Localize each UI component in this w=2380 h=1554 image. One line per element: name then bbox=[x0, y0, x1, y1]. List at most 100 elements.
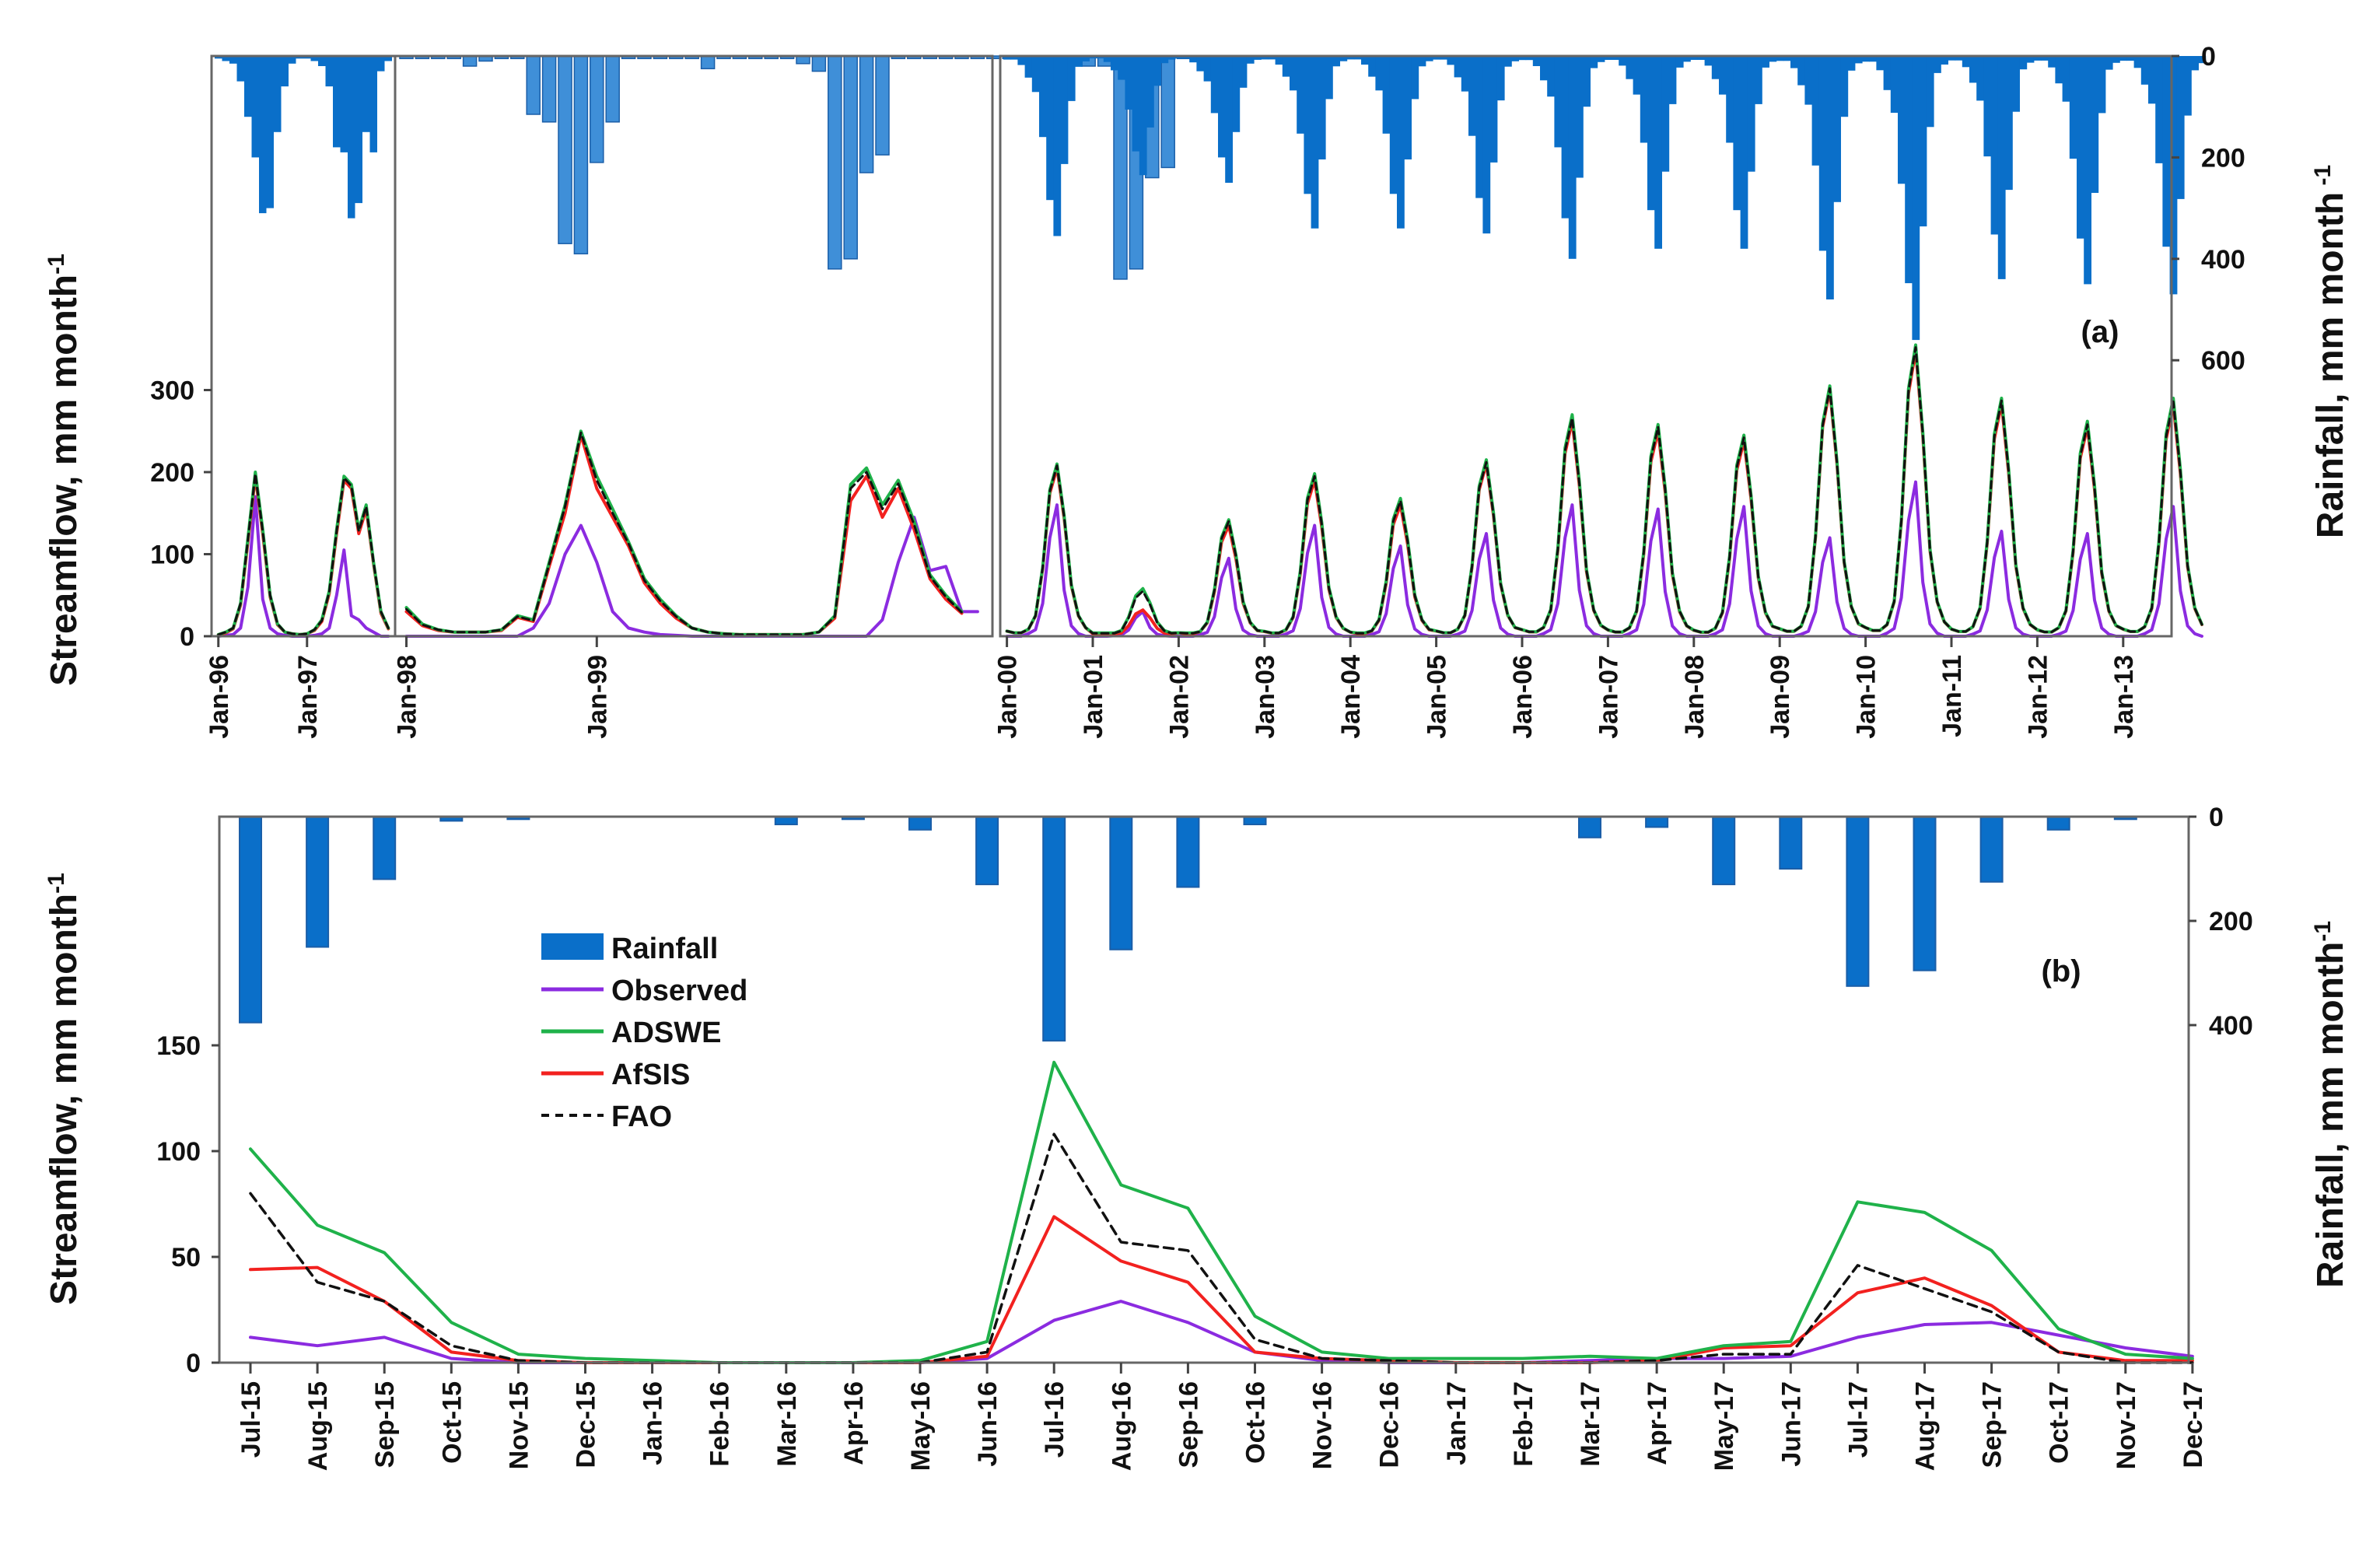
rainfall-bar bbox=[1031, 56, 1040, 93]
rainfall-bar bbox=[1060, 56, 1069, 164]
rainfall-bar bbox=[1096, 56, 1104, 59]
panel-a-frame-segment-3 bbox=[999, 54, 2173, 638]
rainfall-bar bbox=[700, 55, 716, 70]
rainfall-bar bbox=[2033, 56, 2042, 61]
rainfall-bar bbox=[1633, 56, 1641, 95]
adswe-line bbox=[249, 1060, 2194, 1364]
x-tick-label: Jul-17 bbox=[1843, 1381, 1873, 1458]
rainfall-bar bbox=[1046, 56, 1054, 201]
rainfall-bar bbox=[1304, 56, 1312, 194]
x-tick-label: Jan-99 bbox=[583, 655, 612, 739]
x-tick-label: Jan-16 bbox=[639, 1381, 668, 1465]
x-tick-label: Sep-16 bbox=[1174, 1381, 1203, 1468]
x-tick-label: Jan-06 bbox=[1508, 655, 1538, 739]
x-tick-label: Jul-16 bbox=[1040, 1381, 1069, 1458]
rainfall-bar bbox=[1554, 56, 1563, 148]
rainfall-bar bbox=[2140, 56, 2149, 85]
rainfall-bar bbox=[1619, 56, 1626, 66]
rainfall-bar bbox=[1496, 56, 1505, 101]
rainfall-bar bbox=[1876, 56, 1885, 71]
rainfall-bar bbox=[1847, 56, 1856, 71]
y2-tick-label: 400 bbox=[2209, 1011, 2253, 1041]
x-tick-label: Sep-15 bbox=[370, 1381, 400, 1468]
rainfall-bar bbox=[1654, 56, 1662, 249]
x-tick-label: Jan-07 bbox=[1594, 655, 1623, 739]
rainfall-bar bbox=[462, 55, 478, 67]
x-tick-label: Jan-03 bbox=[1251, 655, 1280, 739]
rainfall-bar bbox=[2077, 56, 2084, 239]
rainfall-bar bbox=[1797, 56, 1805, 86]
rainfall-bar bbox=[1189, 56, 1197, 63]
rainfall-bar bbox=[373, 816, 397, 880]
rainfall-bar bbox=[1919, 56, 1927, 227]
rainfall-bar bbox=[1612, 56, 1619, 60]
legend-rainfall-swatch bbox=[541, 933, 604, 960]
rainfall-bar bbox=[1089, 56, 1097, 59]
x-tick-label: Dec-16 bbox=[1375, 1381, 1405, 1468]
adswe-line-segment-3 bbox=[1005, 343, 2203, 635]
rainfall-bar bbox=[975, 816, 999, 886]
rainfall-bar bbox=[325, 56, 333, 87]
rainfall-bar bbox=[362, 56, 370, 132]
rainfall-bar bbox=[2055, 56, 2063, 84]
x-tick-label: Jan-13 bbox=[2109, 655, 2139, 739]
rainfall-bar bbox=[1645, 816, 1669, 828]
rainfall-bar bbox=[1690, 56, 1698, 60]
x-tick-label: Mar-16 bbox=[772, 1381, 802, 1467]
rainfall-bar bbox=[1082, 56, 1090, 61]
rainfall-bar bbox=[1361, 56, 1369, 65]
x-tick-label: Mar-17 bbox=[1576, 1381, 1605, 1467]
rainfall-bar bbox=[541, 55, 557, 123]
rainfall-bar bbox=[908, 816, 932, 831]
rainfall-bar bbox=[1525, 56, 1534, 61]
x-tick-label: Jun-17 bbox=[1776, 1381, 1806, 1467]
rainfall-bar bbox=[2091, 56, 2099, 193]
rainfall-bar bbox=[1153, 56, 1161, 86]
rainfall-bar bbox=[2069, 56, 2077, 159]
panel-b-y2-axis-title: Rainfall, mm month-1 bbox=[2310, 921, 2352, 1288]
rainfall-bar bbox=[1661, 56, 1670, 172]
panel-a-ticks: Jan-96 Jan-97 Jan-98 Jan-99 Jan-00 Jan-01 Jan-… bbox=[150, 42, 2245, 739]
observed-line-segment-3 bbox=[1005, 480, 2203, 638]
rainfall-bar bbox=[2148, 56, 2156, 104]
panel-b: Jul-15 Aug-15 Sep-15 Oct-15 Nov-15 Dec-15 Jan-… bbox=[44, 803, 2352, 1471]
rainfall-bar bbox=[340, 56, 348, 152]
panel-b-ticks: Jul-15 Aug-15 Sep-15 Oct-15 Nov-15 Dec-15 Jan-… bbox=[156, 803, 2252, 1471]
rainfall-bar bbox=[1017, 56, 1026, 65]
rainfall-bar bbox=[1318, 56, 1326, 159]
x-tick-label: Aug-15 bbox=[303, 1381, 333, 1471]
rainfall-bar bbox=[1290, 56, 1297, 91]
rainfall-bar bbox=[1955, 56, 1963, 61]
rainfall-bar bbox=[1218, 56, 1226, 158]
rainfall-bar bbox=[1261, 56, 1269, 60]
y2-tick-label: 0 bbox=[2201, 42, 2216, 72]
rainfall-bar bbox=[1762, 56, 1769, 68]
rainfall-bar bbox=[1111, 56, 1118, 71]
rainfall-bar bbox=[1174, 56, 1183, 59]
rainfall-bar bbox=[244, 56, 252, 117]
rainfall-bar bbox=[1196, 56, 1205, 72]
rainfall-bar bbox=[1934, 56, 1941, 73]
rainfall-bar bbox=[222, 56, 229, 61]
rainfall-bar bbox=[1518, 56, 1527, 61]
rainfall-bar bbox=[1790, 56, 1798, 68]
rainfall-bar bbox=[1578, 816, 1601, 838]
rainfall-bar bbox=[259, 56, 267, 214]
rainfall-bar bbox=[2026, 56, 2035, 63]
rainfall-bar bbox=[2133, 56, 2142, 68]
rainfall-bar bbox=[1425, 56, 1433, 61]
rainfall-bar bbox=[306, 816, 330, 948]
rainfall-bar bbox=[2112, 56, 2120, 63]
rainfall-bar bbox=[1948, 56, 1956, 61]
x-tick-label: Aug-16 bbox=[1107, 1381, 1136, 1471]
rainfall-bar bbox=[1232, 56, 1241, 132]
rainfall-bar bbox=[1547, 56, 1555, 97]
y-tick-label: 100 bbox=[156, 1137, 201, 1167]
rainfall-bar bbox=[2155, 56, 2163, 163]
rainfall-bar bbox=[1862, 56, 1870, 62]
rainfall-bar bbox=[1561, 56, 1570, 219]
y-tick-label: 150 bbox=[156, 1031, 201, 1061]
rainfall-bar bbox=[1969, 56, 1977, 83]
rainfall-bar bbox=[558, 55, 572, 244]
rainfall-bar bbox=[875, 55, 890, 156]
